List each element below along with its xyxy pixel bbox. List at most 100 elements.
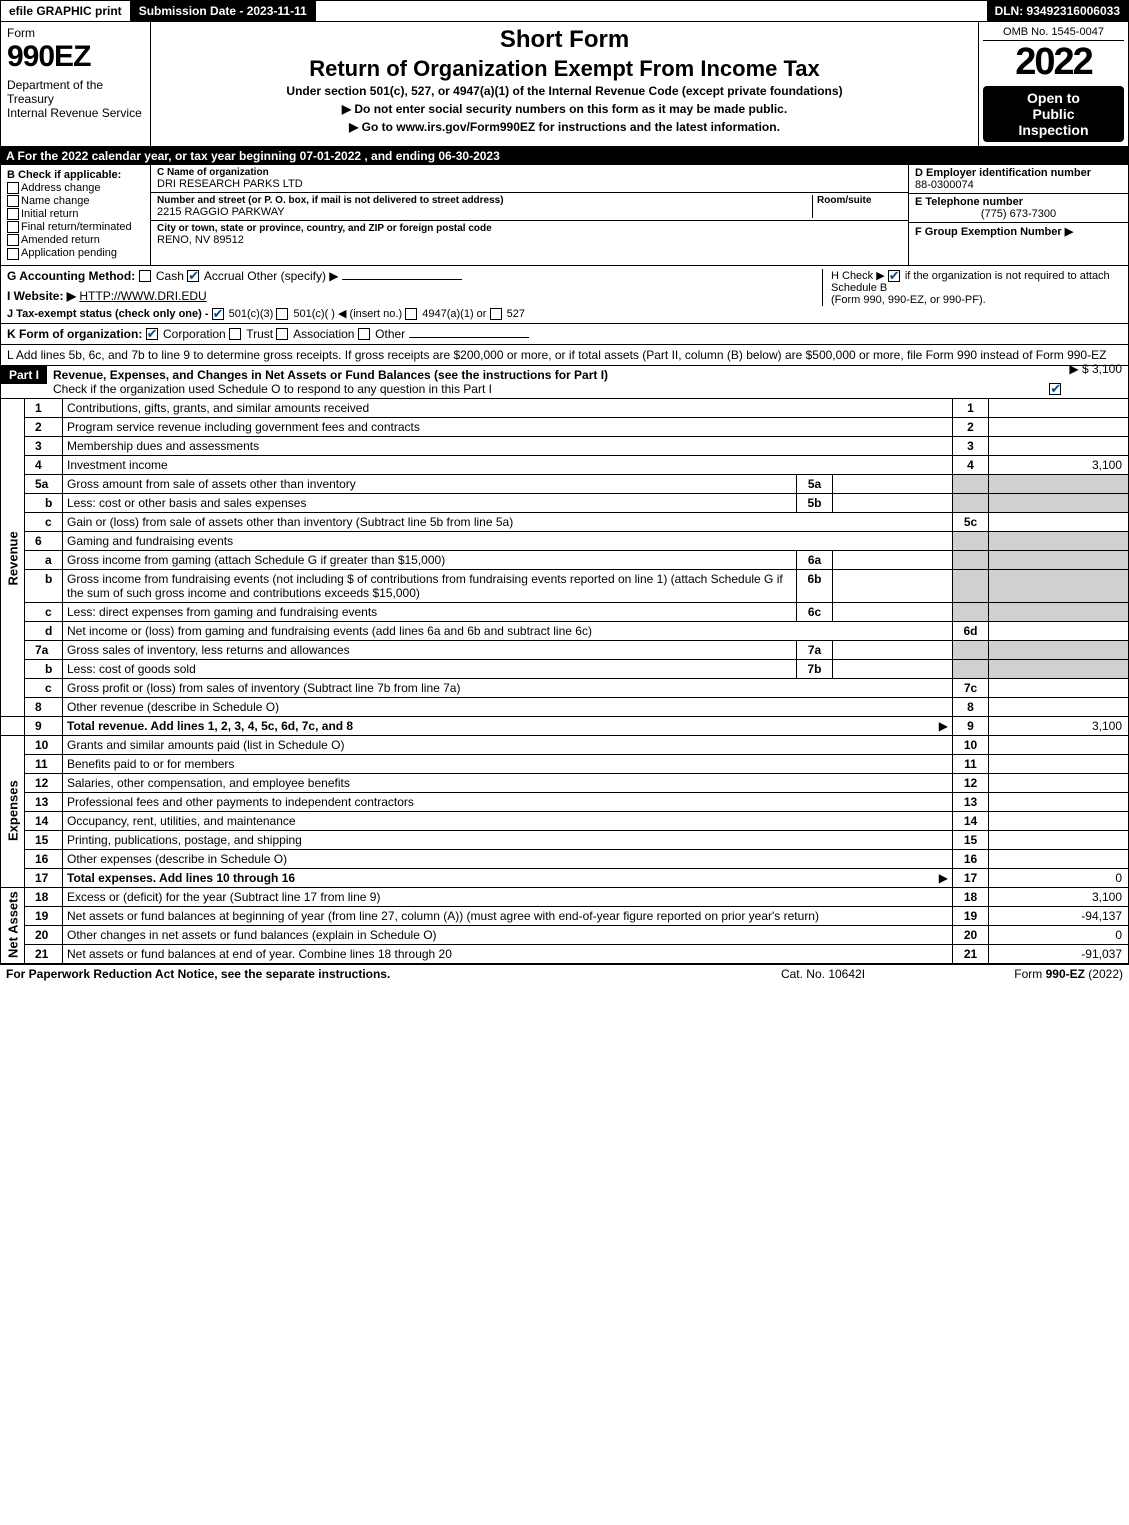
goto-link[interactable]: ▶ Go to www.irs.gov/Form990EZ for instru… <box>157 120 972 134</box>
line-10-desc: Grants and similar amounts paid (list in… <box>63 735 953 754</box>
line-5b-desc: Less: cost or other basis and sales expe… <box>63 493 797 512</box>
line-6c-desc: Less: direct expenses from gaming and fu… <box>63 602 797 621</box>
h-text3: (Form 990, 990-EZ, or 990-PF). <box>831 294 986 306</box>
line-8-num: 8 <box>25 697 63 716</box>
check-501c3[interactable] <box>212 308 224 320</box>
line-5a-vshade <box>989 474 1129 493</box>
check-501c[interactable] <box>276 308 288 320</box>
short-form-title: Short Form <box>157 26 972 54</box>
line-10-rnum: 10 <box>953 735 989 754</box>
line-17-num: 17 <box>25 868 63 887</box>
line-15-value <box>989 830 1129 849</box>
city-value: RENO, NV 89512 <box>157 234 902 246</box>
check-schedule-o-part1[interactable] <box>1049 383 1061 395</box>
line-16-num: 16 <box>25 849 63 868</box>
line-5b-ib: 5b <box>797 493 833 512</box>
line-6a-desc: Gross income from gaming (attach Schedul… <box>63 550 797 569</box>
check-4947[interactable] <box>405 308 417 320</box>
open-line3: Inspection <box>987 122 1120 138</box>
line-7a-vshade <box>989 640 1129 659</box>
line-5c-num: c <box>25 512 63 531</box>
line-6b-ib: 6b <box>797 569 833 602</box>
efile-print-label[interactable]: efile GRAPHIC print <box>1 1 131 21</box>
omb-number: OMB No. 1545-0047 <box>983 26 1124 41</box>
line-18-num: 18 <box>25 887 63 906</box>
line-12-desc: Salaries, other compensation, and employ… <box>63 773 953 792</box>
check-accrual[interactable] <box>187 270 199 282</box>
form-word: Form <box>7 26 144 40</box>
line-16-value <box>989 849 1129 868</box>
line-9-value: 3,100 <box>989 716 1129 735</box>
line-6c-ib: 6c <box>797 602 833 621</box>
line-6b-iv <box>833 569 953 602</box>
tax-year: 2022 <box>983 41 1124 84</box>
line-15-rnum: 15 <box>953 830 989 849</box>
line-6d-value <box>989 621 1129 640</box>
top-bar-spacer <box>316 1 987 21</box>
section-k: K Form of organization: Corporation Trus… <box>0 324 1129 345</box>
check-name-change[interactable]: Name change <box>7 195 144 207</box>
check-amended-return[interactable]: Amended return <box>7 234 144 246</box>
section-h: H Check ▶ if the organization is not req… <box>822 269 1122 306</box>
check-initial-return[interactable]: Initial return <box>7 208 144 220</box>
open-public-inspection: Open to Public Inspection <box>983 86 1124 142</box>
check-final-return[interactable]: Final return/terminated <box>7 221 144 233</box>
line-6c-vshade <box>989 602 1129 621</box>
form-header: Form 990EZ Department of the Treasury In… <box>0 22 1129 147</box>
check-other-org[interactable] <box>358 328 370 340</box>
k-other-input[interactable] <box>409 337 529 338</box>
line-15-desc: Printing, publications, postage, and shi… <box>63 830 953 849</box>
no-ssn-notice: ▶ Do not enter social security numbers o… <box>157 102 972 116</box>
g-other-input[interactable] <box>342 279 462 280</box>
line-13-num: 13 <box>25 792 63 811</box>
org-name-row: C Name of organization DRI RESEARCH PARK… <box>151 165 908 193</box>
h-text1: H Check ▶ <box>831 270 885 282</box>
check-address-change[interactable]: Address change <box>7 182 144 194</box>
g-cash-label: Cash <box>156 269 184 283</box>
line-15-num: 15 <box>25 830 63 849</box>
line-18-value: 3,100 <box>989 887 1129 906</box>
line-7b-num: b <box>25 659 63 678</box>
line-6b-num: b <box>25 569 63 602</box>
line-17-rnum: 17 <box>953 868 989 887</box>
line-11-desc: Benefits paid to or for members <box>63 754 953 773</box>
check-cash[interactable] <box>139 270 151 282</box>
check-address-change-label: Address change <box>21 182 101 194</box>
k-label: K Form of organization: <box>7 327 142 341</box>
line-2-value <box>989 417 1129 436</box>
check-h[interactable] <box>888 270 900 282</box>
line-5b-vshade <box>989 493 1129 512</box>
line-19-desc: Net assets or fund balances at beginning… <box>63 906 953 925</box>
line-6a-rshade <box>953 550 989 569</box>
website-url[interactable]: HTTP://WWW.DRI.EDU <box>79 289 206 303</box>
g-label: G Accounting Method: <box>7 269 135 283</box>
check-association[interactable] <box>276 328 288 340</box>
dln-label: DLN: 93492316006033 <box>987 1 1128 21</box>
check-application-pending[interactable]: Application pending <box>7 247 144 259</box>
j-label: J Tax-exempt status (check only one) - <box>7 308 209 320</box>
line-4-rnum: 4 <box>953 455 989 474</box>
section-c: C Name of organization DRI RESEARCH PARK… <box>151 165 908 265</box>
phone-row: E Telephone number (775) 673-7300 <box>909 194 1128 223</box>
city-row: City or town, state or province, country… <box>151 221 908 248</box>
part1-label: Part I <box>1 366 47 384</box>
line-5b-num: b <box>25 493 63 512</box>
footer-left: For Paperwork Reduction Act Notice, see … <box>6 967 723 981</box>
phone-label: E Telephone number <box>915 196 1122 208</box>
line-5c-rnum: 5c <box>953 512 989 531</box>
line-5a-rshade <box>953 474 989 493</box>
line-7b-rshade <box>953 659 989 678</box>
check-trust[interactable] <box>229 328 241 340</box>
check-527[interactable] <box>490 308 502 320</box>
check-corporation[interactable] <box>146 328 158 340</box>
line-5b-rshade <box>953 493 989 512</box>
j-501c3-label: 501(c)(3) <box>229 308 274 320</box>
line-5a-ib: 5a <box>797 474 833 493</box>
k-association-label: Association <box>293 327 354 341</box>
room-label: Room/suite <box>817 195 902 206</box>
line-11-num: 11 <box>25 754 63 773</box>
line-6a-ib: 6a <box>797 550 833 569</box>
line-20-rnum: 20 <box>953 925 989 944</box>
revenue-side-bottom <box>1 716 25 735</box>
line-10-num: 10 <box>25 735 63 754</box>
